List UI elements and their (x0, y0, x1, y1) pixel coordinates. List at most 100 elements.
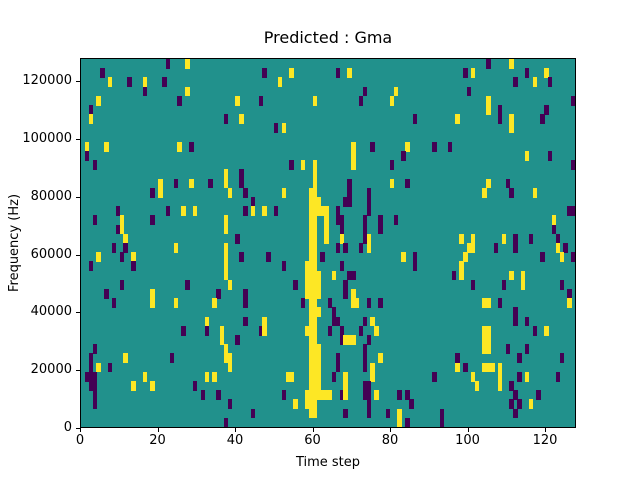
heatmap-cell (339, 215, 345, 226)
heatmap-cell (362, 344, 368, 354)
heatmap-cell (119, 224, 125, 235)
x-tick-mark (312, 428, 314, 432)
heatmap-cell (343, 408, 348, 419)
x-tick-label: 40 (226, 433, 244, 448)
heatmap-cell (470, 233, 476, 244)
heatmap-cell (482, 298, 487, 308)
x-axis-label: Time step (295, 455, 361, 470)
heatmap-cell (158, 178, 163, 189)
heatmap-cell (204, 316, 209, 327)
heatmap-cell (308, 197, 314, 207)
plot-area (80, 58, 576, 428)
heatmap-cell (312, 270, 318, 281)
heatmap-cell (235, 95, 240, 106)
heatmap-cell (362, 362, 368, 373)
heatmap-cell (316, 270, 321, 281)
heatmap-cell (208, 178, 213, 189)
heatmap-cell (181, 325, 186, 336)
heatmap-cell (378, 353, 383, 364)
heatmap-cell (92, 344, 98, 354)
heatmap-cell (266, 252, 271, 262)
heatmap-cell (455, 362, 460, 373)
heatmap-cell (331, 270, 337, 281)
heatmap-cell (142, 77, 148, 88)
heatmap-cell (304, 261, 310, 272)
y-tick-label: 40000 (30, 304, 72, 320)
x-tick-label: 100 (455, 433, 480, 448)
heatmap-cell (308, 344, 314, 354)
heatmap-cell (239, 169, 244, 180)
heatmap-cell (320, 206, 325, 216)
x-tick-mark (545, 428, 546, 432)
heatmap-cell (362, 390, 368, 400)
heatmap-cell (92, 160, 98, 170)
heatmap-cell (250, 206, 256, 216)
heatmap-cell (312, 233, 318, 244)
heatmap-cell (343, 289, 348, 299)
heatmap-cell (169, 353, 175, 364)
heatmap-cell (88, 362, 94, 373)
heatmap-cell (185, 86, 190, 97)
heatmap-cell (497, 114, 503, 124)
heatmap-cell (104, 141, 109, 152)
heatmap-cell (513, 233, 518, 244)
heatmap-cell (88, 114, 94, 124)
heatmap-cell (312, 187, 318, 198)
heatmap-cell (312, 362, 318, 373)
heatmap-cell (293, 279, 298, 290)
heatmap-cell (304, 279, 310, 290)
heatmap-cell (316, 362, 321, 373)
heatmap-cell (358, 243, 364, 253)
heatmap-cell (304, 390, 310, 400)
heatmap-cell (312, 316, 318, 327)
heatmap-cell (540, 114, 545, 124)
heatmap-cell (239, 252, 244, 262)
x-tick-label: 80 (381, 433, 399, 448)
heatmap-cell (501, 233, 507, 244)
y-tick-label: 0 (63, 420, 72, 435)
heatmap-cell (273, 206, 279, 216)
heatmap-cell (258, 95, 263, 106)
heatmap-cell (158, 187, 163, 198)
heatmap-cell (200, 390, 206, 400)
heatmap-cell (351, 141, 356, 152)
heatmap-cell (555, 233, 561, 244)
heatmap-cell (486, 362, 491, 373)
heatmap-cell (150, 381, 155, 391)
heatmap-cell (324, 215, 329, 226)
heatmap-cell (343, 335, 348, 345)
heatmap-cell (339, 233, 345, 244)
heatmap-cell (316, 197, 321, 207)
heatmap-cell (308, 353, 314, 364)
heatmap-cell (289, 68, 294, 78)
heatmap-cell (162, 77, 167, 88)
heatmap-cell (389, 95, 395, 106)
heatmap-cell (308, 298, 314, 308)
heatmap-cell (312, 215, 318, 226)
heatmap-cell (293, 399, 298, 410)
heatmap-cell (316, 206, 321, 216)
heatmap-cell (555, 243, 561, 253)
heatmap-cell (486, 95, 491, 106)
heatmap-cell (304, 399, 310, 410)
heatmap-cell (312, 325, 318, 336)
heatmap-cell (84, 141, 90, 152)
heatmap-cell (108, 77, 113, 88)
heatmap-cell (393, 86, 399, 97)
heatmap-cell (343, 381, 348, 391)
heatmap-cell (362, 215, 368, 226)
heatmap-cell (92, 215, 98, 226)
heatmap-cell (509, 187, 514, 198)
heatmap-cell (366, 197, 372, 207)
heatmap-cell (312, 408, 318, 419)
heatmap-cell (339, 224, 345, 235)
heatmap-cell (447, 141, 453, 152)
heatmap-cell (312, 298, 318, 308)
heatmap-cell (281, 390, 287, 400)
x-tick-label: 20 (149, 433, 166, 448)
heatmap-cell (366, 335, 372, 345)
heatmap-cell (335, 206, 341, 216)
heatmap-cell (551, 215, 557, 226)
heatmap-cell (185, 279, 190, 290)
